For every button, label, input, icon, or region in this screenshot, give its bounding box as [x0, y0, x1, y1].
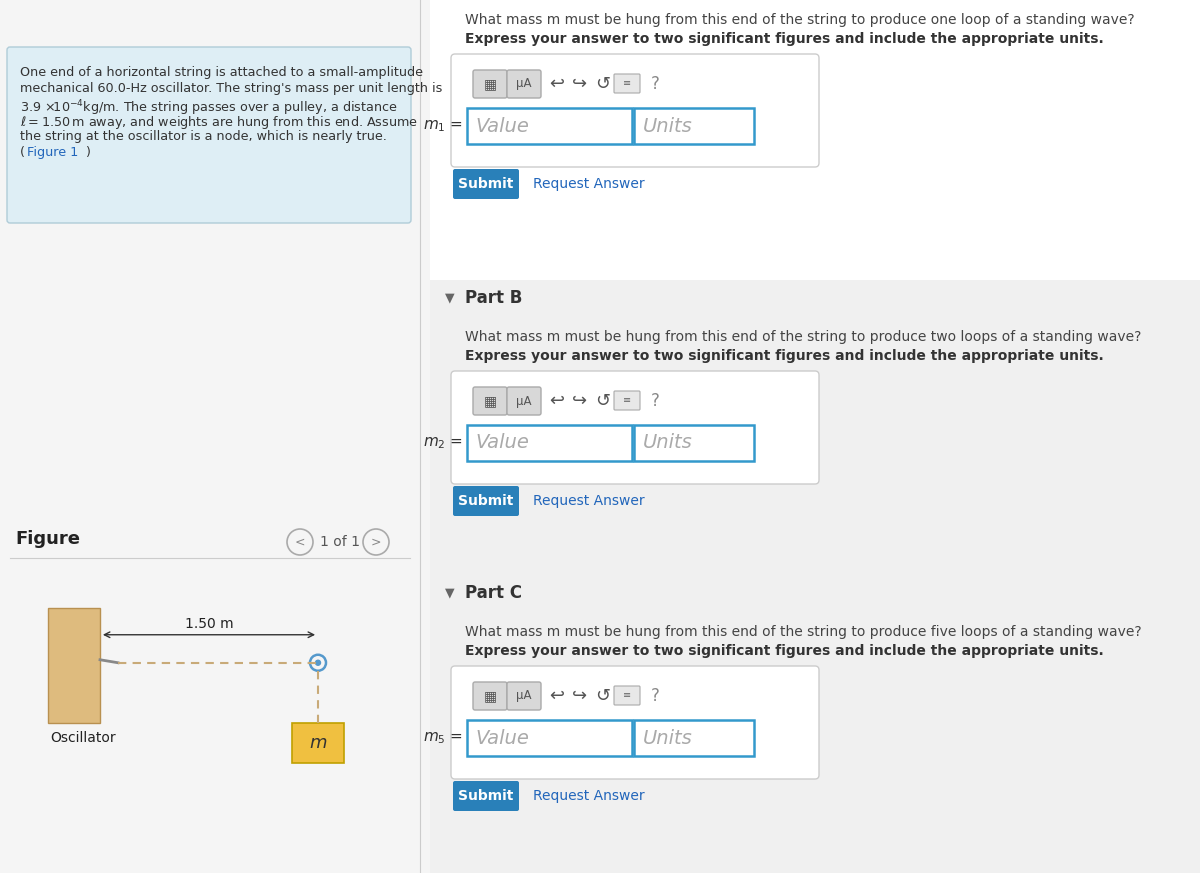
Bar [467, 108, 632, 144]
Text: Submit: Submit [458, 494, 514, 508]
Circle shape [316, 660, 320, 665]
Text: μA: μA [516, 78, 532, 91]
Text: Oscillator: Oscillator [50, 731, 115, 745]
Text: ↺: ↺ [595, 392, 611, 410]
Text: Value: Value [475, 116, 529, 135]
Text: Express your answer to two significant figures and include the appropriate units: Express your answer to two significant f… [466, 349, 1104, 363]
Bar [430, 0, 1200, 300]
Text: ▦: ▦ [484, 689, 497, 703]
Text: $m_1$ =: $m_1$ = [422, 118, 463, 134]
Bar [48, 608, 100, 723]
Text: $\ell = 1.50\,\mathrm{m}$ away, and weights are hung from this end. Assume: $\ell = 1.50\,\mathrm{m}$ away, and weig… [20, 114, 418, 131]
Text: μA: μA [516, 690, 532, 703]
Text: <: < [295, 535, 305, 548]
Text: Express your answer to two significant figures and include the appropriate units: Express your answer to two significant f… [466, 644, 1104, 658]
Text: One end of a horizontal string is attached to a small-amplitude: One end of a horizontal string is attach… [20, 66, 424, 79]
Text: mechanical 60.0-Hz oscillator. The string's mass per unit length is: mechanical 60.0-Hz oscillator. The strin… [20, 82, 443, 95]
Text: ▼: ▼ [445, 292, 455, 305]
Text: >: > [371, 535, 382, 548]
Text: What mass m must be hung from this end of the string to produce two loops of a s: What mass m must be hung from this end o… [466, 330, 1141, 344]
Bar [634, 720, 754, 756]
Text: Submit: Submit [458, 789, 514, 803]
Text: $m_2$ =: $m_2$ = [422, 435, 463, 450]
FancyBboxPatch shape [508, 70, 541, 98]
Bar [430, 575, 1200, 873]
Text: ▦: ▦ [484, 394, 497, 408]
Text: (: ( [20, 146, 25, 159]
FancyBboxPatch shape [451, 666, 818, 779]
FancyBboxPatch shape [451, 371, 818, 484]
Text: Part C: Part C [466, 584, 522, 602]
Text: Units: Units [643, 434, 692, 452]
Text: Figure 1: Figure 1 [28, 146, 78, 159]
Text: 1 of 1: 1 of 1 [320, 535, 360, 549]
Text: Value: Value [475, 728, 529, 747]
Text: What mass m must be hung from this end of the string to produce one loop of a st: What mass m must be hung from this end o… [466, 13, 1135, 27]
FancyBboxPatch shape [473, 387, 508, 415]
Text: ?: ? [650, 392, 660, 410]
Text: Units: Units [643, 116, 692, 135]
Text: the string at the oscillator is a node, which is nearly true.: the string at the oscillator is a node, … [20, 130, 386, 143]
FancyBboxPatch shape [451, 54, 818, 167]
Text: ↺: ↺ [595, 687, 611, 705]
Text: Submit: Submit [458, 177, 514, 191]
FancyBboxPatch shape [7, 47, 410, 223]
Text: ?: ? [650, 687, 660, 705]
Text: Part B: Part B [466, 289, 522, 307]
Text: Units: Units [643, 728, 692, 747]
Text: ↩: ↩ [550, 687, 564, 705]
Text: ≡: ≡ [623, 395, 631, 405]
Text: Express your answer to two significant figures and include the appropriate units: Express your answer to two significant f… [466, 32, 1104, 46]
Text: ↩: ↩ [550, 75, 564, 93]
Text: μA: μA [516, 395, 532, 408]
Text: ▼: ▼ [445, 587, 455, 600]
Text: Request Answer: Request Answer [533, 177, 644, 191]
Text: ↪: ↪ [572, 392, 588, 410]
Text: ↩: ↩ [550, 392, 564, 410]
Text: ↪: ↪ [572, 687, 588, 705]
FancyBboxPatch shape [454, 169, 520, 199]
Text: m: m [310, 733, 326, 752]
Text: ?: ? [650, 75, 660, 93]
Bar [430, 280, 1200, 580]
FancyBboxPatch shape [454, 781, 520, 811]
FancyBboxPatch shape [473, 70, 508, 98]
Bar [292, 723, 344, 763]
FancyBboxPatch shape [614, 686, 640, 705]
Text: 1.50 m: 1.50 m [185, 616, 233, 631]
Text: Figure: Figure [14, 530, 80, 548]
Bar [634, 425, 754, 461]
Text: ↪: ↪ [572, 75, 588, 93]
Text: ↺: ↺ [595, 75, 611, 93]
FancyBboxPatch shape [614, 74, 640, 93]
Text: ▦: ▦ [484, 77, 497, 91]
Text: Value: Value [475, 434, 529, 452]
Text: ≡: ≡ [623, 78, 631, 88]
Text: ≡: ≡ [623, 690, 631, 700]
FancyBboxPatch shape [508, 387, 541, 415]
Bar [467, 425, 632, 461]
Text: What mass m must be hung from this end of the string to produce five loops of a : What mass m must be hung from this end o… [466, 625, 1141, 639]
Text: Request Answer: Request Answer [533, 789, 644, 803]
FancyBboxPatch shape [454, 486, 520, 516]
FancyBboxPatch shape [508, 682, 541, 710]
Bar [634, 108, 754, 144]
FancyBboxPatch shape [614, 391, 640, 410]
Text: ): ) [85, 146, 90, 159]
Text: 3.9 $\times\!10^{-4}$kg/m. The string passes over a pulley, a distance: 3.9 $\times\!10^{-4}$kg/m. The string pa… [20, 98, 397, 118]
Text: Request Answer: Request Answer [533, 494, 644, 508]
Bar [467, 720, 632, 756]
Text: $m_5$ =: $m_5$ = [422, 730, 463, 746]
FancyBboxPatch shape [473, 682, 508, 710]
